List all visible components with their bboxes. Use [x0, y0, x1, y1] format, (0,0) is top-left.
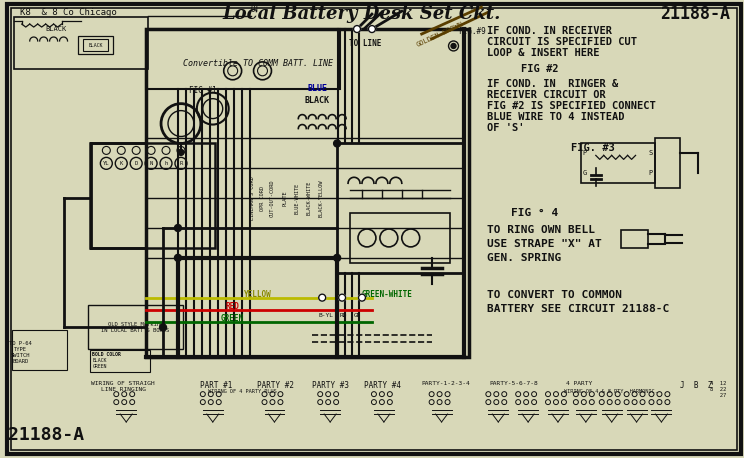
- Text: IF COND. IN  RINGER &: IF COND. IN RINGER &: [487, 79, 618, 89]
- Text: 4 PARTY: 4 PARTY: [565, 381, 592, 386]
- Text: FIG ° 4: FIG ° 4: [511, 208, 559, 218]
- Text: S: S: [649, 150, 652, 156]
- Text: IF COND. IN RECEIVER: IF COND. IN RECEIVER: [487, 26, 612, 36]
- Text: FIG #2 IS SPECIFIED CONNECT: FIG #2 IS SPECIFIED CONNECT: [487, 101, 656, 111]
- Text: BLUE WIRE TO 4 INSTEAD: BLUE WIRE TO 4 INSTEAD: [487, 112, 625, 121]
- Circle shape: [353, 26, 361, 33]
- Text: WIRING OF 4 PARTY PLUS: WIRING OF 4 PARTY PLUS: [208, 389, 277, 394]
- Circle shape: [318, 294, 326, 301]
- Text: PART #1: PART #1: [199, 381, 232, 390]
- Text: TO CONVERT TO COMMON: TO CONVERT TO COMMON: [487, 289, 622, 300]
- Text: PARTY #4: PARTY #4: [365, 381, 401, 390]
- Text: PARTY-5-6-7-8: PARTY-5-6-7-8: [490, 381, 539, 386]
- Text: G: G: [583, 170, 587, 176]
- Text: RD: RD: [339, 313, 347, 318]
- Circle shape: [359, 294, 365, 301]
- Circle shape: [333, 140, 341, 147]
- Text: PLATE: PLATE: [283, 191, 288, 206]
- Text: CUT-OUT-CORD: CUT-OUT-CORD: [270, 180, 275, 217]
- Text: PARTY-1-2-3-4: PARTY-1-2-3-4: [421, 381, 470, 386]
- Text: OPR CORD: OPR CORD: [260, 185, 265, 211]
- Text: TO RING OWN BELL: TO RING OWN BELL: [487, 225, 595, 235]
- Text: N: N: [150, 161, 153, 166]
- Text: P: P: [649, 170, 652, 176]
- Text: USE STRAPE "X" AT: USE STRAPE "X" AT: [487, 239, 602, 249]
- Text: WIRING OF STRAIGH
LINE RINGING: WIRING OF STRAIGH LINE RINGING: [92, 381, 155, 392]
- Text: LINEMAN'S CORD: LINEMAN'S CORD: [250, 176, 255, 220]
- Text: RECEIVER CIRCUIT OR: RECEIVER CIRCUIT OR: [487, 90, 606, 100]
- Text: Convertible TO COMM BATT. LINE: Convertible TO COMM BATT. LINE: [182, 60, 333, 68]
- Text: BLACK: BLACK: [89, 44, 103, 49]
- Bar: [350, 213, 449, 263]
- Text: CIRCUIT IS SPECIFIED CUT: CIRCUIT IS SPECIFIED CUT: [487, 37, 638, 47]
- Text: BLACK-WHITE: BLACK-WHITE: [307, 181, 312, 215]
- Text: FIG #1: FIG #1: [189, 86, 217, 95]
- Text: BATTERY SEE CIRCUIT 21188-C: BATTERY SEE CIRCUIT 21188-C: [487, 304, 670, 314]
- Text: GREEN-WHITE: GREEN-WHITE: [362, 290, 412, 299]
- Circle shape: [451, 44, 456, 49]
- Text: Local Battery Desk Set Ckt.: Local Battery Desk Set Ckt.: [222, 5, 501, 23]
- Text: h: h: [164, 161, 167, 166]
- Circle shape: [368, 26, 376, 33]
- Bar: [620, 230, 649, 248]
- Text: BLACK: BLACK: [92, 358, 107, 363]
- Bar: [337, 143, 464, 273]
- Text: J  B  Z: J B Z: [680, 381, 713, 390]
- Text: BOLD COLOR: BOLD COLOR: [92, 352, 121, 357]
- Text: K: K: [120, 161, 123, 166]
- Bar: [146, 29, 340, 89]
- Circle shape: [339, 294, 345, 301]
- Text: LOOP & INSERT HERE: LOOP & INSERT HERE: [487, 48, 600, 58]
- Circle shape: [333, 254, 341, 262]
- Text: OF 'S': OF 'S': [487, 123, 525, 132]
- Text: OLD STYLE Marking
IN LOCAL BATT'S BOXES: OLD STYLE Marking IN LOCAL BATT'S BOXES: [101, 322, 170, 333]
- Text: GN: GN: [353, 313, 361, 318]
- Circle shape: [175, 254, 182, 262]
- Bar: [14, 17, 148, 69]
- Text: WIRING OF 4 & 8 PTY. HARMONIC.: WIRING OF 4 & 8 PTY. HARMONIC.: [564, 389, 658, 394]
- Text: RED: RED: [225, 302, 240, 311]
- Text: PARTY #2: PARTY #2: [257, 381, 294, 390]
- Text: FIG.#9: FIG.#9: [458, 27, 487, 36]
- Bar: [581, 143, 655, 183]
- Text: R: R: [179, 161, 182, 166]
- Text: TO LINE: TO LINE: [349, 39, 381, 49]
- Text: GREEN: GREEN: [92, 364, 107, 369]
- Text: GOLDEN-BROWN: GOLDEN-BROWN: [415, 21, 464, 48]
- Text: BLACK-YELLOW: BLACK-YELLOW: [318, 180, 324, 217]
- Bar: [91, 350, 150, 372]
- Bar: [89, 305, 183, 349]
- Bar: [78, 36, 113, 54]
- Text: B-YL: B-YL: [318, 313, 333, 318]
- Text: BLACK: BLACK: [305, 96, 330, 105]
- Bar: [655, 138, 680, 188]
- Text: D: D: [135, 161, 138, 166]
- Text: 21188-A: 21188-A: [660, 5, 731, 23]
- Bar: [83, 39, 109, 51]
- Text: 21188-A: 21188-A: [7, 426, 84, 444]
- Circle shape: [159, 324, 167, 331]
- Bar: [91, 143, 215, 248]
- Circle shape: [175, 224, 182, 231]
- Bar: [146, 29, 469, 357]
- Text: P: P: [583, 150, 587, 156]
- Text: 4  12
8  22
   27: 4 12 8 22 27: [710, 381, 726, 398]
- Text: BLUE: BLUE: [307, 84, 327, 93]
- Circle shape: [178, 149, 184, 155]
- Text: GEN. SPRING: GEN. SPRING: [487, 253, 562, 263]
- Bar: [12, 331, 66, 370]
- Text: TO P-64
TYPE
SWITCH
BOARD: TO P-64 TYPE SWITCH BOARD: [10, 341, 32, 364]
- Text: FIG #2: FIG #2: [521, 64, 559, 74]
- Text: BLACK: BLACK: [45, 26, 66, 32]
- Text: K8  & 8 Co Chicago: K8 & 8 Co Chicago: [20, 8, 117, 16]
- Text: OT: OT: [251, 5, 260, 14]
- Text: GREEN: GREEN: [221, 314, 244, 323]
- Text: YL: YL: [103, 161, 109, 166]
- Text: PARTY #3: PARTY #3: [312, 381, 349, 390]
- Text: YELLOW: YELLOW: [244, 290, 272, 299]
- Text: FIG. #3: FIG. #3: [571, 143, 615, 153]
- Text: BLUE-WHITE: BLUE-WHITE: [295, 183, 300, 214]
